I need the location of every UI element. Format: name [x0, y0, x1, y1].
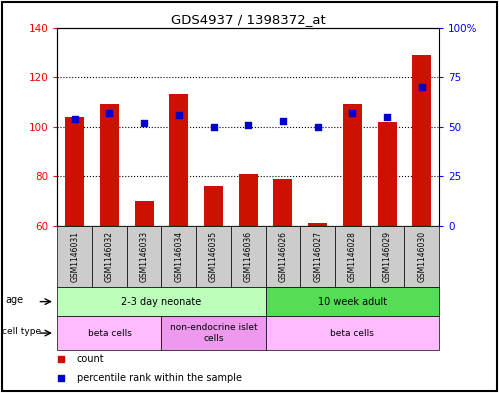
Bar	[404, 226, 439, 287]
Bar	[335, 226, 370, 287]
Bar	[196, 226, 231, 287]
Bar	[412, 55, 431, 226]
Bar	[300, 226, 335, 287]
Bar	[92, 226, 127, 287]
Point	[348, 110, 356, 116]
Bar	[378, 122, 397, 226]
Bar	[308, 224, 327, 226]
Point	[105, 110, 113, 116]
Bar	[265, 226, 300, 287]
Text: GSM1146033: GSM1146033	[140, 231, 149, 282]
Text: GSM1146029: GSM1146029	[383, 231, 392, 282]
Bar	[162, 226, 196, 287]
Bar	[239, 174, 258, 226]
Bar	[100, 105, 119, 226]
Text: percentile rank within the sample: percentile rank within the sample	[77, 373, 242, 383]
Text: age: age	[5, 295, 23, 305]
Point	[210, 123, 218, 130]
Bar	[273, 179, 292, 226]
Text: 2-3 day neonate: 2-3 day neonate	[121, 297, 202, 307]
Bar	[65, 117, 84, 226]
Bar	[265, 316, 439, 350]
Bar	[343, 105, 362, 226]
Bar	[57, 316, 162, 350]
Text: GSM1146034: GSM1146034	[174, 231, 183, 282]
Point	[260, 123, 268, 129]
Bar	[231, 226, 265, 287]
Point	[175, 112, 183, 118]
Point	[314, 123, 322, 130]
Point	[279, 118, 287, 124]
Bar	[265, 287, 439, 316]
Title: GDS4937 / 1398372_at: GDS4937 / 1398372_at	[171, 13, 326, 26]
Text: GSM1146036: GSM1146036	[244, 231, 253, 282]
Text: non-endocrine islet
cells: non-endocrine islet cells	[170, 323, 257, 343]
Point	[383, 114, 391, 120]
Point	[71, 116, 79, 122]
Text: GSM1146030: GSM1146030	[417, 231, 426, 282]
Bar	[370, 226, 404, 287]
Text: GSM1146028: GSM1146028	[348, 231, 357, 282]
Text: GSM1146035: GSM1146035	[209, 231, 218, 282]
Point	[244, 121, 252, 128]
Point	[418, 84, 426, 90]
Text: count: count	[77, 354, 104, 364]
Text: GSM1146031: GSM1146031	[70, 231, 79, 282]
Text: beta cells: beta cells	[330, 329, 374, 338]
Bar	[127, 226, 162, 287]
Text: 10 week adult: 10 week adult	[318, 297, 387, 307]
Text: GSM1146026: GSM1146026	[278, 231, 287, 282]
Bar	[169, 94, 189, 226]
Text: GSM1146032: GSM1146032	[105, 231, 114, 282]
Bar	[57, 287, 265, 316]
Bar	[57, 226, 92, 287]
Bar	[135, 201, 154, 226]
Point	[260, 300, 268, 306]
Text: cell type: cell type	[2, 327, 41, 336]
Point	[140, 119, 148, 126]
Text: beta cells: beta cells	[87, 329, 131, 338]
Bar	[204, 186, 223, 226]
Bar	[162, 316, 265, 350]
Text: GSM1146027: GSM1146027	[313, 231, 322, 282]
